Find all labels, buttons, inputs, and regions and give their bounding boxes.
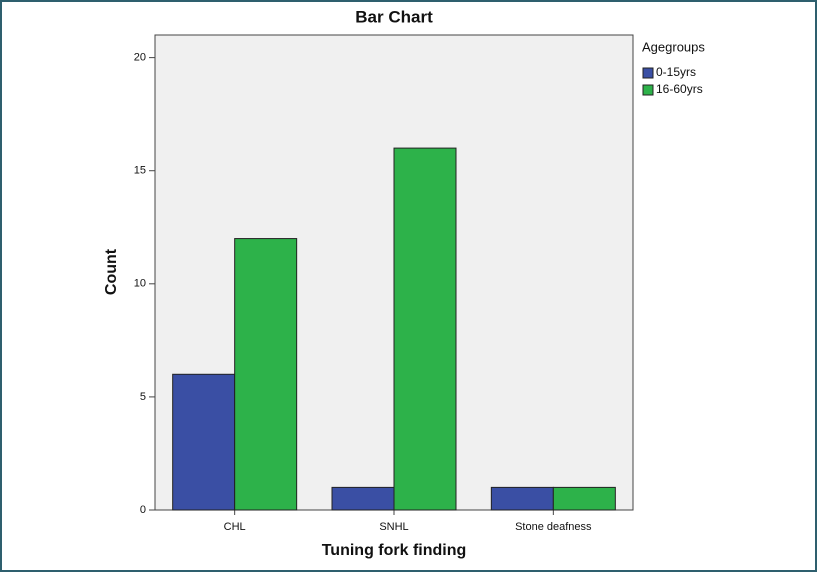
x-axis-title: Tuning fork finding [322, 542, 467, 559]
chart-title: Bar Chart [355, 7, 433, 26]
y-tick-label: 5 [140, 391, 146, 403]
legend-label: 16-60yrs [656, 82, 703, 96]
legend-swatch [642, 84, 654, 96]
y-axis-title: Count [103, 248, 120, 295]
bar [393, 147, 457, 511]
x-tick-label: CHL [224, 521, 246, 533]
y-tick-label: 0 [140, 504, 146, 516]
bar [172, 373, 236, 511]
bar [234, 238, 298, 511]
y-tick-label: 10 [134, 278, 146, 290]
legend-label: 0-15yrs [656, 65, 696, 79]
bar [490, 486, 554, 511]
bar [552, 486, 616, 511]
y-tick-label: 15 [134, 165, 146, 177]
bar [331, 486, 395, 511]
legend-swatch [642, 67, 654, 79]
x-tick-label: Stone deafness [515, 521, 592, 533]
x-tick-label: SNHL [379, 521, 408, 533]
legend-title: Agegroups [642, 39, 705, 54]
y-tick-label: 20 [134, 52, 146, 64]
